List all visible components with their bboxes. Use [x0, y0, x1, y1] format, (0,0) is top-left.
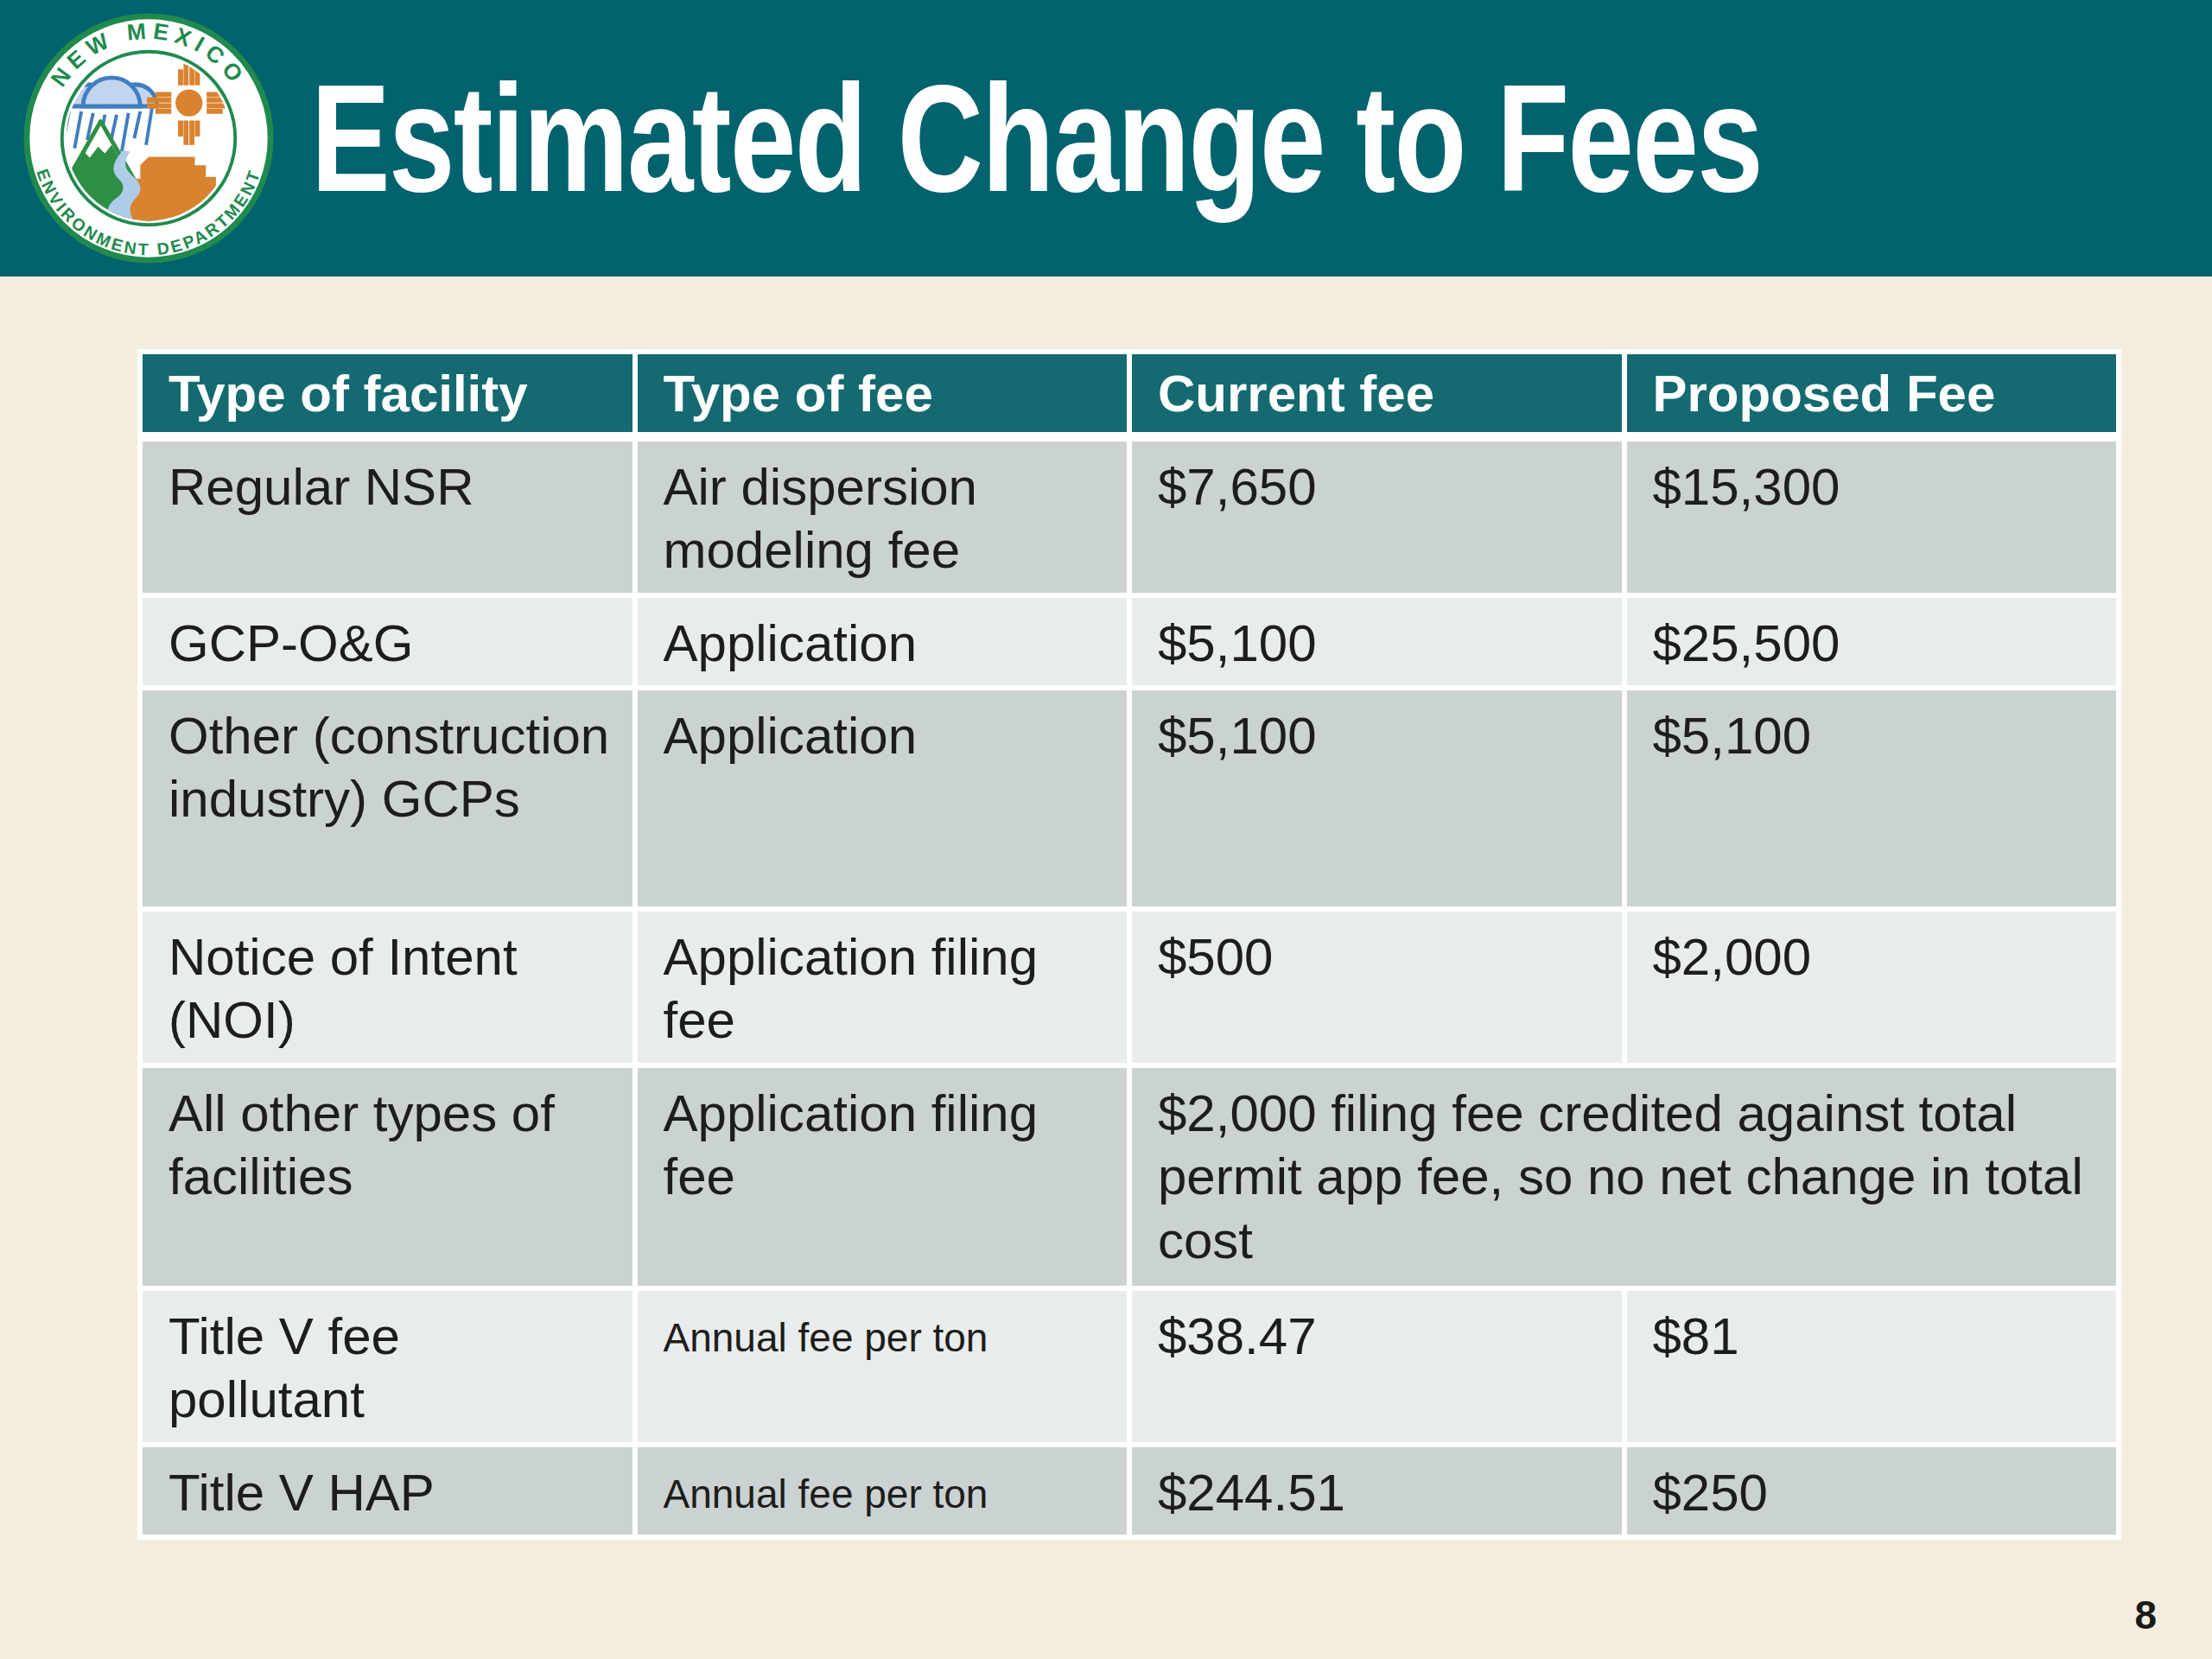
table-row: Title V fee pollutant Annual fee per ton… [143, 1291, 2116, 1442]
cell-facility: All other types of facilities [143, 1068, 632, 1286]
header-band: NEW MEXICO ENVIRONMENT DEPARTMENT Estima… [0, 0, 2212, 276]
table-row: All other types of facilities Applicatio… [143, 1068, 2116, 1286]
cell-proposed-fee: $81 [1627, 1291, 2117, 1442]
cell-proposed-fee: $2,000 [1627, 912, 2117, 1063]
cell-fee-type: Annual fee per ton [638, 1447, 1128, 1535]
cell-current-fee: $5,100 [1132, 598, 1622, 685]
cell-fee-type: Application filing fee [638, 912, 1128, 1063]
cell-fee-type: Air dispersion modeling fee [638, 442, 1128, 593]
cell-fee-type: Annual fee per ton [638, 1291, 1128, 1442]
slide: NEW MEXICO ENVIRONMENT DEPARTMENT Estima… [0, 0, 2212, 1659]
cell-merged-note: $2,000 filing fee credited against total… [1132, 1068, 2116, 1286]
cell-facility: Title V fee pollutant [143, 1291, 632, 1442]
header-row: Type of facility Type of fee Current fee… [143, 354, 2116, 436]
cell-current-fee: $7,650 [1132, 442, 1622, 593]
col-header-current-fee: Current fee [1132, 354, 1622, 436]
table-row: Regular NSR Air dispersion modeling fee … [143, 442, 2116, 593]
cell-fee-type: Application [638, 598, 1128, 685]
col-header-type-of-fee: Type of fee [638, 354, 1128, 436]
cell-facility: Notice of Intent (NOI) [143, 912, 632, 1063]
cell-current-fee: $500 [1132, 912, 1622, 1063]
cell-proposed-fee: $5,100 [1627, 690, 2117, 906]
table-row: Other (construction industry) GCPs Appli… [143, 690, 2116, 906]
cell-current-fee: $38.47 [1132, 1291, 1622, 1442]
nmed-seal-icon: NEW MEXICO ENVIRONMENT DEPARTMENT [22, 12, 275, 264]
cell-facility: GCP-O&G [143, 598, 632, 685]
nmed-logo: NEW MEXICO ENVIRONMENT DEPARTMENT [22, 12, 275, 264]
cell-proposed-fee: $15,300 [1627, 442, 2117, 593]
cell-facility: Other (construction industry) GCPs [143, 690, 632, 906]
cell-current-fee: $244.51 [1132, 1447, 1622, 1535]
table-row: GCP-O&G Application $5,100 $25,500 [143, 598, 2116, 685]
col-header-type-of-facility: Type of facility [143, 354, 632, 436]
cell-facility: Regular NSR [143, 442, 632, 593]
cell-proposed-fee: $250 [1627, 1447, 2117, 1535]
table-row: Title V HAP Annual fee per ton $244.51 $… [143, 1447, 2116, 1535]
cell-fee-type: Application filing fee [638, 1068, 1128, 1286]
cell-proposed-fee: $25,500 [1627, 598, 2117, 685]
cell-current-fee: $5,100 [1132, 690, 1622, 906]
col-header-proposed-fee: Proposed Fee [1627, 354, 2117, 436]
slide-title: Estimated Change to Fees [311, 51, 1762, 226]
page-number: 8 [2134, 1592, 2157, 1638]
table-row: Notice of Intent (NOI) Application filin… [143, 912, 2116, 1063]
cell-fee-type: Application [638, 690, 1128, 906]
cell-facility: Title V HAP [143, 1447, 632, 1535]
fees-table: Type of facility Type of fee Current fee… [137, 349, 2121, 1540]
fees-table-header: Type of facility Type of fee Current fee… [143, 354, 2116, 436]
